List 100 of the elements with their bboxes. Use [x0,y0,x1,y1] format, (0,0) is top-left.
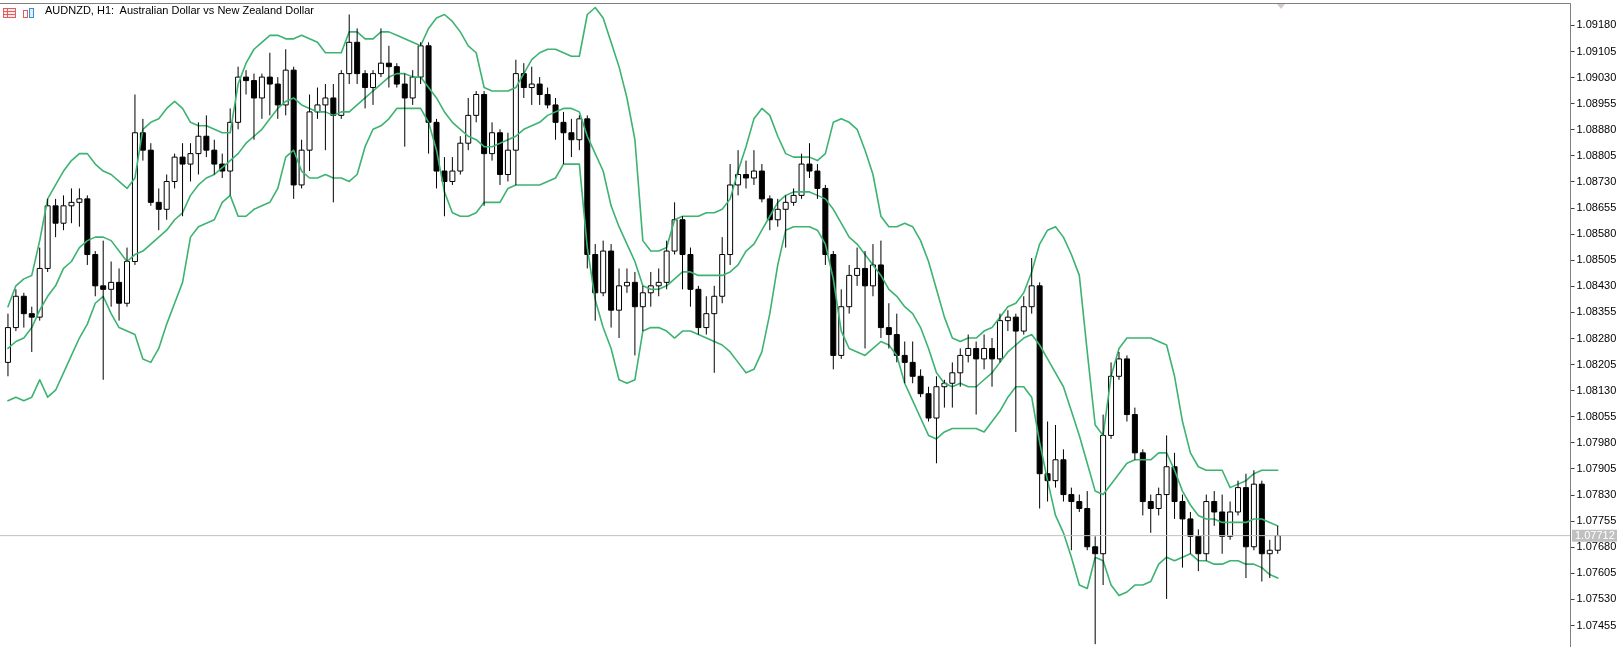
candlestick [623,267,630,294]
candlestick [520,62,527,99]
candlestick [957,347,964,388]
candlestick [1012,313,1019,433]
candlestick [1100,414,1107,586]
line-series [7,107,1279,597]
candlestick [750,149,757,186]
candlestick [719,236,726,304]
candlestick [346,13,353,85]
y-tick-label: 1.09105 [1576,44,1617,57]
candlestick [996,313,1003,363]
candlestick [528,66,535,106]
candlestick [893,313,900,363]
candlestick [1250,469,1257,551]
candlestick [92,250,99,297]
candlestick [465,97,472,151]
y-tick-label: 1.08355 [1576,305,1617,318]
y-tick-label: 1.07605 [1576,566,1617,579]
candlestick [774,198,781,228]
candlestick [258,73,265,120]
candlestick [631,271,638,356]
y-tick-label: 1.07680 [1576,540,1617,553]
candlestick [1084,490,1091,551]
y-tick-label: 1.08505 [1576,253,1617,266]
y-tick-label: 1.07755 [1576,514,1617,527]
candlestick [124,247,131,308]
candlestick [608,243,615,329]
candlestick [869,243,876,297]
candlestick [512,59,519,186]
y-tick-label: 1.08730 [1576,174,1617,187]
candlestick [1115,351,1122,381]
y-tick-label: 1.07530 [1576,592,1617,605]
candlestick [282,48,289,116]
candlestick [1274,525,1281,555]
candlestick [973,341,980,416]
candlestick [377,27,384,78]
candlestick [20,292,27,329]
candlestick [274,76,281,120]
y-tick-label: 1.09180 [1576,18,1617,31]
candlestick [1211,490,1218,527]
candlestick [108,260,115,308]
candlestick [12,288,19,332]
candlestick [862,250,869,349]
candlestick [401,73,408,148]
candlestick [28,306,35,353]
candlestick [1123,354,1130,423]
candlestick [1219,494,1226,555]
y-tick-label: 1.07830 [1576,488,1617,501]
candlestick [885,302,892,349]
candlestick [489,121,496,162]
candlestick [1235,480,1242,516]
candlestick [1147,494,1154,534]
candlestick [600,240,607,297]
y-tick-label: 1.08205 [1576,357,1617,370]
candlestick [830,250,837,370]
candlestick [854,247,861,287]
candlestick [616,267,623,339]
candlestick [1131,407,1138,461]
candlestick [338,69,345,120]
y-tick-label: 1.07905 [1576,461,1617,474]
ref-line-label: 1.07712 [1575,528,1615,541]
candlestick [354,27,361,85]
candlestick [846,264,853,315]
candlestick [473,90,480,123]
y-tick-label: 1.09030 [1576,70,1617,83]
candlestick [100,240,107,381]
candlestick [131,94,138,266]
candlestick [639,285,646,332]
y-tick-label: 1.08955 [1576,96,1617,109]
candlestick [965,334,972,363]
y-tick-label: 1.08280 [1576,331,1617,344]
candlestick [877,240,884,339]
candlestick [481,90,488,207]
candlestick [1092,535,1099,645]
candlestick [758,163,765,203]
candlestick [1242,473,1249,579]
y-tick-label: 1.08055 [1576,409,1617,422]
candlestick [385,45,392,89]
candlestick [981,334,988,370]
candlestick [243,69,250,95]
y-tick-label: 1.08430 [1576,279,1617,292]
candlestick [409,69,416,106]
candlestick [1258,480,1265,583]
candlestick [4,313,11,377]
candlestick [147,142,154,207]
candlestick [116,267,123,322]
candlestick [1139,448,1146,516]
y-tick-label: 1.08580 [1576,227,1617,240]
candlestick [155,187,162,231]
candlestick [250,73,257,141]
y-tick-label: 1.07455 [1576,618,1617,631]
candlestick [711,285,718,374]
candlestick [362,69,369,109]
candlestick [393,62,400,89]
y-tick-label: 1.08130 [1576,383,1617,396]
line-series [7,6,1279,489]
candlestick [266,52,273,116]
candlestick [1020,295,1027,336]
candlestick [1266,539,1273,579]
y-tick-label: 1.08655 [1576,201,1617,214]
